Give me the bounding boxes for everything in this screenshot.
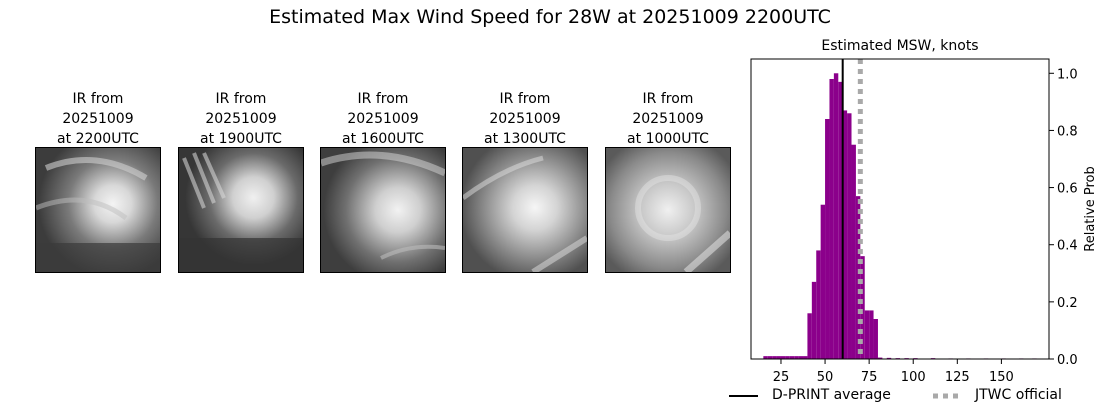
histogram-bar xyxy=(847,113,852,360)
x-tick-label: 125 xyxy=(945,370,970,385)
ir-panel-5: IR from 20251009 at 1000UTC xyxy=(605,89,731,273)
histogram-bar xyxy=(807,313,812,359)
histogram-bar xyxy=(794,356,799,359)
ir-satellite-image xyxy=(178,147,304,273)
x-tick-label: 75 xyxy=(861,370,878,385)
ir-caption: IR from 20251009 at 1600UTC xyxy=(342,91,424,147)
ir-caption: IR from 20251009 at 2200UTC xyxy=(57,91,139,147)
histogram-bar xyxy=(855,196,861,359)
histogram-bar xyxy=(780,356,786,359)
histogram-bar xyxy=(811,281,817,359)
legend-jtwc-label: JTWC official xyxy=(975,387,1062,403)
ir-panel-1: IR from 20251009 at 2200UTC xyxy=(35,89,161,273)
ir-satellite-image xyxy=(605,147,731,273)
histogram-bar xyxy=(851,144,856,359)
ir-panel-2: IR from 20251009 at 1900UTC xyxy=(178,89,304,273)
histogram-bar xyxy=(860,256,865,359)
histogram-bar xyxy=(886,357,892,359)
histogram-bar xyxy=(776,356,781,359)
y-tick-label: 0.6 xyxy=(1057,182,1078,197)
chart-title: Estimated MSW, knots xyxy=(821,38,978,54)
histogram-bar xyxy=(877,357,883,359)
legend-dprint-label: D-PRINT average xyxy=(772,387,891,403)
legend-swatches xyxy=(729,393,963,399)
histogram-bar xyxy=(873,319,878,359)
ir-satellite-image xyxy=(462,147,588,273)
x-tick-label: 150 xyxy=(989,370,1014,385)
y-tick-label: 0.8 xyxy=(1057,124,1078,139)
figure-title: Estimated Max Wind Speed for 28W at 2025… xyxy=(269,6,831,28)
y-tick-label: 1.0 xyxy=(1057,67,1078,82)
histogram-bar xyxy=(785,356,790,359)
histogram-bar xyxy=(864,310,870,359)
histogram-bar xyxy=(820,204,826,359)
y-axis-label: Relative Prob xyxy=(1083,166,1098,251)
histogram-bar xyxy=(763,356,768,359)
ir-satellite-image xyxy=(320,147,446,273)
x-tick-label: 25 xyxy=(773,370,790,385)
y-tick-label: 0.0 xyxy=(1057,353,1078,368)
ir-panel-3: IR from 20251009 at 1600UTC xyxy=(320,89,446,273)
histogram-bar xyxy=(838,81,843,359)
histogram-bar xyxy=(842,110,848,359)
histogram-bar xyxy=(772,356,777,359)
x-tick-label: 50 xyxy=(817,370,834,385)
ir-panel-4: IR from 20251009 at 1300UTC xyxy=(462,89,588,273)
histogram-bar xyxy=(825,119,830,359)
y-tick-label: 0.2 xyxy=(1057,296,1078,311)
histogram-bar xyxy=(789,356,795,359)
ir-caption: IR from 20251009 at 1300UTC xyxy=(484,91,566,147)
histogram-bar xyxy=(803,356,808,359)
y-tick-label: 0.4 xyxy=(1057,239,1078,254)
histogram-bar xyxy=(833,73,839,360)
ir-caption: IR from 20251009 at 1000UTC xyxy=(627,91,709,147)
x-tick-label: 100 xyxy=(901,370,926,385)
ir-satellite-image xyxy=(35,147,161,273)
histogram-bar xyxy=(767,356,773,359)
histogram-bar xyxy=(798,356,804,359)
plot-frame xyxy=(750,58,1050,360)
histogram-bar xyxy=(816,250,821,359)
histogram-bar xyxy=(829,79,834,359)
ir-caption: IR from 20251009 at 1900UTC xyxy=(200,91,282,147)
histogram-bar xyxy=(869,310,874,359)
